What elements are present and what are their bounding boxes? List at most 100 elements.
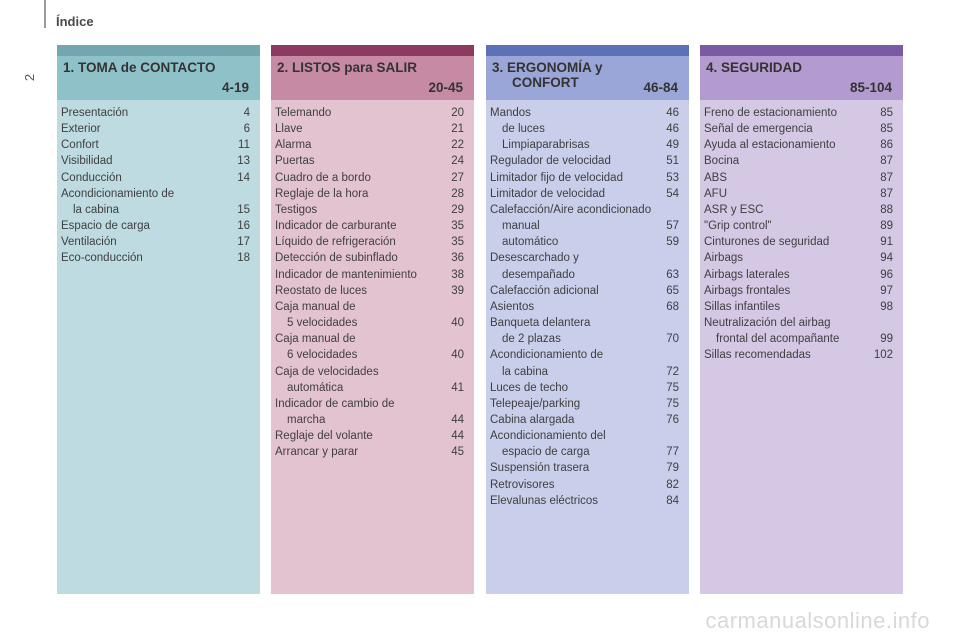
toc-entry[interactable]: "Grip control" 89	[704, 218, 893, 234]
toc-entry[interactable]: la cabina 72	[490, 364, 679, 380]
section-header[interactable]: 4. SEGURIDAD 85-104	[700, 56, 903, 100]
toc-entry-label: Luces de techo	[490, 381, 569, 394]
toc-entry[interactable]: de luces 46	[490, 121, 679, 137]
toc-entry[interactable]: Alarma 22	[275, 137, 464, 153]
toc-entry-page: 97	[880, 284, 893, 297]
toc-entry[interactable]: Asientos 68	[490, 299, 679, 315]
toc-entry[interactable]: Airbags 94	[704, 250, 893, 266]
toc-entry[interactable]: Desescarchado y	[490, 250, 679, 266]
toc-entry[interactable]: Acondicionamiento de	[490, 347, 679, 363]
toc-entry[interactable]: Espacio de carga 16	[61, 218, 250, 234]
toc-entry[interactable]: Visibilidad 13	[61, 153, 250, 169]
toc-entry[interactable]: Mandos 46	[490, 105, 679, 121]
toc-entry[interactable]: Freno de estacionamiento 85	[704, 105, 893, 121]
section-title: 2. LISTOS para SALIR	[277, 60, 418, 75]
toc-entry[interactable]: Limitador de velocidad 54	[490, 186, 679, 202]
toc-entry[interactable]: Caja de velocidades	[275, 364, 464, 380]
toc-entry[interactable]: manual 57	[490, 218, 679, 234]
toc-entry[interactable]: Líquido de refrigeración 35	[275, 234, 464, 250]
toc-entry[interactable]: Calefacción/Aire acondicionado	[490, 202, 679, 218]
toc-entry-page: 28	[451, 187, 464, 200]
section-color-bar	[486, 45, 689, 56]
toc-entry[interactable]: Reglaje del volante 44	[275, 428, 464, 444]
toc-entry[interactable]: Calefacción adicional 65	[490, 283, 679, 299]
toc-entry-label: Llave	[275, 123, 303, 136]
toc-entry-page: 94	[880, 252, 893, 265]
toc-entry[interactable]: Arrancar y parar 45	[275, 444, 464, 460]
toc-entry-label: Calefacción/Aire acondicionado	[490, 203, 652, 216]
section-header[interactable]: 1. TOMA de CONTACTO 4-19	[57, 56, 260, 100]
toc-entry[interactable]: Detección de subinflado 36	[275, 250, 464, 266]
toc-entry[interactable]: Testigos 29	[275, 202, 464, 218]
toc-entry[interactable]: Sillas recomendadas 102	[704, 347, 893, 363]
section-header[interactable]: 2. LISTOS para SALIR 20-45	[271, 56, 474, 100]
toc-entry[interactable]: Banqueta delantera	[490, 315, 679, 331]
toc-entry[interactable]: Acondicionamiento de	[61, 186, 250, 202]
toc-entry[interactable]: Telepeaje/parking 75	[490, 396, 679, 412]
toc-entry[interactable]: Señal de emergencia 85	[704, 121, 893, 137]
toc-entry[interactable]: Regulador de velocidad 51	[490, 153, 679, 169]
toc-entry[interactable]: Caja manual de	[275, 299, 464, 315]
toc-entry[interactable]: Acondicionamiento del	[490, 428, 679, 444]
toc-entry-page: 85	[880, 107, 893, 119]
toc-entry-page: 79	[666, 462, 679, 475]
toc-entry[interactable]: frontal del acompañante 99	[704, 331, 893, 347]
toc-entry[interactable]: Confort 11	[61, 137, 250, 153]
toc-entry-label: automática	[287, 381, 344, 394]
toc-entry-page: 46	[666, 107, 679, 119]
toc-entry[interactable]: Cabina alargada 76	[490, 412, 679, 428]
toc-entry-page: 41	[451, 381, 464, 394]
toc-entry-label: Limitador de velocidad	[490, 187, 606, 200]
toc-entry-label: Banqueta delantera	[490, 317, 591, 330]
toc-entry[interactable]: Indicador de carburante 35	[275, 218, 464, 234]
toc-entry[interactable]: Luces de techo 75	[490, 380, 679, 396]
toc-entry[interactable]: Bocina 87	[704, 153, 893, 169]
toc-entry[interactable]: la cabina 15	[61, 202, 250, 218]
toc-entry[interactable]: ASR y ESC 88	[704, 202, 893, 218]
toc-entry[interactable]: Elevalunas eléctricos 84	[490, 493, 679, 509]
toc-entry[interactable]: Llave 21	[275, 121, 464, 137]
toc-entry[interactable]: Ventilación 17	[61, 234, 250, 250]
toc-entry[interactable]: AFU 87	[704, 186, 893, 202]
toc-entry-label: Mandos	[490, 107, 531, 119]
toc-entry[interactable]: automático 59	[490, 234, 679, 250]
toc-entry-label: la cabina	[502, 365, 549, 378]
toc-entry[interactable]: Puertas 24	[275, 153, 464, 169]
toc-entry[interactable]: Ayuda al estacionamiento 86	[704, 137, 893, 153]
toc-entry[interactable]: Sillas infantiles 98	[704, 299, 893, 315]
toc-entry-page: 87	[880, 155, 893, 168]
toc-entry[interactable]: Presentación 4	[61, 105, 250, 121]
toc-entry[interactable]: Neutralización del airbag	[704, 315, 893, 331]
toc-entry[interactable]: Reglaje de la hora 28	[275, 186, 464, 202]
toc-entry[interactable]: Cinturones de seguridad 91	[704, 234, 893, 250]
toc-entry[interactable]: 6 velocidades 40	[275, 347, 464, 363]
toc-entry[interactable]: Retrovisores 82	[490, 477, 679, 493]
toc-entry[interactable]: marcha 44	[275, 412, 464, 428]
toc-entry[interactable]: Eco-conducción 18	[61, 250, 250, 266]
toc-entry[interactable]: espacio de carga 77	[490, 444, 679, 460]
toc-entry[interactable]: Conducción 14	[61, 170, 250, 186]
toc-entry[interactable]: Airbags frontales 97	[704, 283, 893, 299]
toc-entry[interactable]: Suspensión trasera 79	[490, 460, 679, 476]
toc-entry[interactable]: Reostato de luces 39	[275, 283, 464, 299]
toc-entry[interactable]: Airbags laterales 96	[704, 267, 893, 283]
toc-entry-page: 89	[880, 220, 893, 233]
toc-entry[interactable]: desempañado 63	[490, 267, 679, 283]
toc-entry[interactable]: Limitador fijo de velocidad 53	[490, 170, 679, 186]
toc-entry[interactable]: ABS 87	[704, 170, 893, 186]
toc-entry[interactable]: de 2 plazas 70	[490, 331, 679, 347]
toc-entry[interactable]: Indicador de cambio de	[275, 396, 464, 412]
toc-entry[interactable]: Exterior 6	[61, 121, 250, 137]
toc-entry[interactable]: Limpiaparabrisas 49	[490, 137, 679, 153]
toc-entry-label: ABS	[704, 171, 728, 184]
toc-entry[interactable]: Indicador de mantenimiento 38	[275, 267, 464, 283]
toc-entry[interactable]: Caja manual de	[275, 331, 464, 347]
toc-entry-label: Caja de velocidades	[275, 365, 379, 378]
toc-entry-label: manual	[502, 220, 540, 233]
toc-entry-page: 36	[451, 252, 464, 265]
toc-entry[interactable]: Telemando 20	[275, 105, 464, 121]
toc-entry[interactable]: automática 41	[275, 380, 464, 396]
section-header[interactable]: 3. ERGONOMÍA y CONFORT 46-84	[486, 56, 689, 100]
toc-entry[interactable]: Cuadro de a bordo 27	[275, 170, 464, 186]
toc-entry[interactable]: 5 velocidades 40	[275, 315, 464, 331]
